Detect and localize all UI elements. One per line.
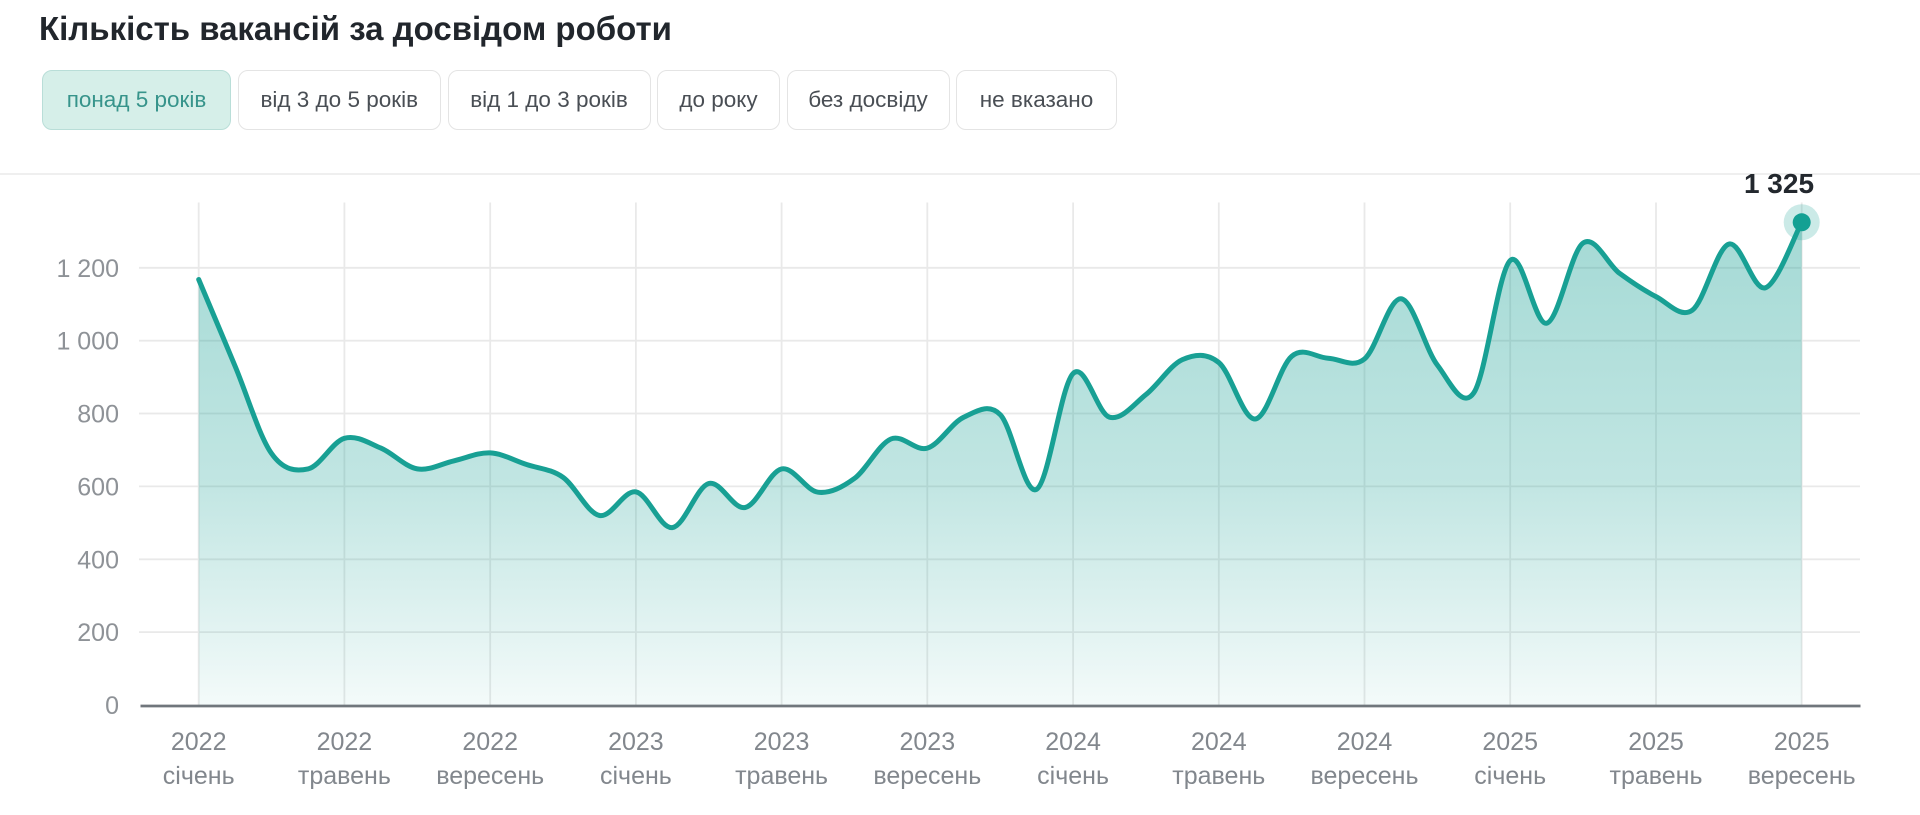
svg-text:вересень: вересень [436, 762, 544, 790]
svg-text:2024: 2024 [1191, 728, 1247, 756]
svg-text:2025: 2025 [1482, 728, 1538, 756]
svg-text:січень: січень [1474, 762, 1546, 790]
svg-text:200: 200 [77, 619, 119, 647]
svg-text:травень: травень [735, 762, 828, 790]
svg-text:2022: 2022 [317, 728, 373, 756]
svg-text:вересень: вересень [1311, 762, 1419, 790]
svg-text:січень: січень [163, 762, 235, 790]
svg-text:2023: 2023 [754, 728, 810, 756]
svg-text:травень: травень [298, 762, 391, 790]
svg-text:2023: 2023 [608, 728, 664, 756]
svg-text:800: 800 [77, 401, 119, 429]
svg-text:2023: 2023 [899, 728, 955, 756]
svg-text:600: 600 [77, 473, 119, 501]
svg-text:1 325: 1 325 [1744, 168, 1814, 199]
svg-text:травень: травень [1610, 762, 1703, 790]
svg-text:0: 0 [105, 692, 119, 720]
svg-text:вересень: вересень [873, 762, 981, 790]
svg-text:1 200: 1 200 [56, 255, 119, 283]
svg-text:січень: січень [600, 762, 672, 790]
svg-text:2022: 2022 [171, 728, 227, 756]
svg-text:400: 400 [77, 546, 119, 574]
svg-text:2022: 2022 [462, 728, 518, 756]
svg-text:1 000: 1 000 [56, 328, 119, 356]
svg-text:2025: 2025 [1774, 728, 1830, 756]
svg-text:2024: 2024 [1337, 728, 1393, 756]
svg-text:січень: січень [1037, 762, 1109, 790]
svg-text:2024: 2024 [1045, 728, 1101, 756]
svg-text:травень: травень [1172, 762, 1265, 790]
svg-text:2025: 2025 [1628, 728, 1684, 756]
svg-text:вересень: вересень [1748, 762, 1856, 790]
